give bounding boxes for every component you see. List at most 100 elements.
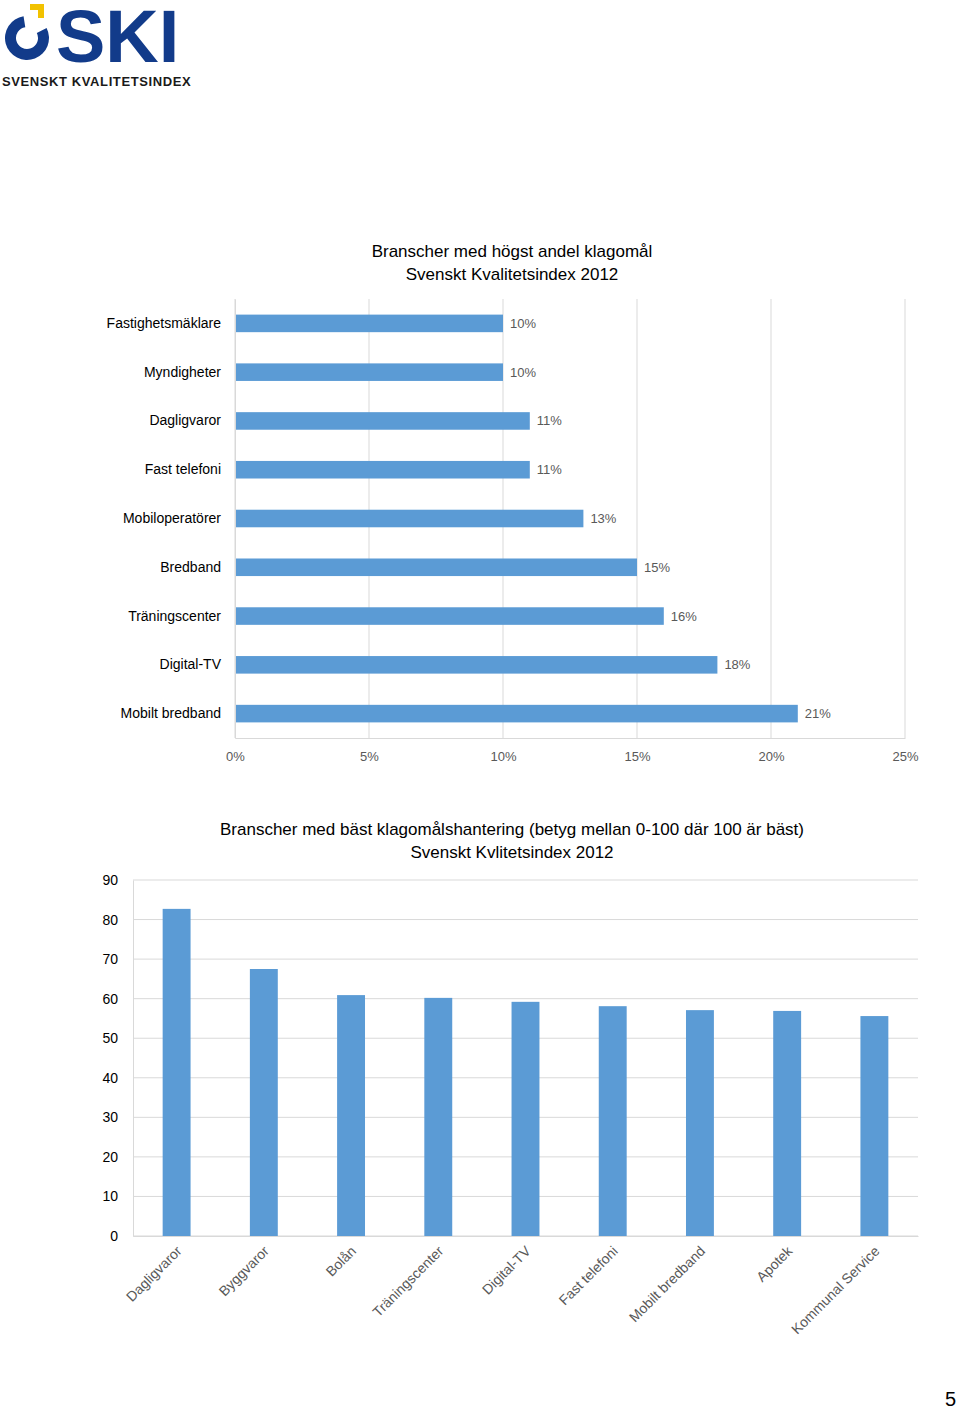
x-axis: 0%5%10%15%20%25% [226, 738, 919, 764]
tick: Dagligvaror [149, 412, 221, 428]
bar [235, 705, 798, 723]
category-label: Digital-TV [160, 656, 222, 672]
bar [235, 461, 530, 479]
chart: Branscher med bäst klagomålshantering (b… [102, 820, 918, 1337]
grid-line [771, 299, 772, 738]
chart-subtitle: Svenskt Kvalitetsindex 2012 [406, 265, 619, 284]
page-number: 5 [945, 1388, 956, 1410]
chart-title: Branscher med bäst klagomålshantering (b… [220, 820, 804, 839]
bars [235, 315, 798, 723]
axis-line [236, 738, 906, 739]
tick: 90 [102, 872, 133, 888]
grid-line [905, 299, 906, 738]
category-label: Mobiloperatörer [123, 510, 221, 526]
grid [235, 299, 905, 738]
bars [163, 909, 889, 1236]
data-label: 21% [805, 706, 831, 721]
grid-line [133, 880, 918, 881]
logo-tagline: SVENSKT KVALITETSINDEX [2, 74, 191, 89]
tick-label: 90 [102, 872, 118, 888]
bar [337, 995, 365, 1236]
bar [250, 969, 278, 1236]
category-label: Träningscenter [369, 1243, 446, 1320]
data-label: 11% [537, 413, 562, 428]
bar [235, 412, 530, 430]
category-label: Bolån [323, 1243, 360, 1280]
category-label: Fast telefoni [145, 461, 221, 477]
category-label: Byggvaror [216, 1243, 273, 1300]
tick: Bredband [160, 559, 221, 575]
chart: Branscher med högst andel klagomålSvensk… [107, 242, 919, 764]
tick: 0% [226, 738, 245, 764]
tick-label: 20% [758, 749, 784, 764]
bar [235, 510, 583, 528]
axis-line [235, 300, 236, 739]
category-label: Apotek [753, 1242, 796, 1285]
tick-label: 0% [226, 749, 245, 764]
tick: Fastighetsmäklare [107, 315, 222, 331]
category-label: Myndigheter [144, 364, 221, 380]
tick-label: 70 [102, 951, 118, 967]
category-label: Mobilt bredband [121, 705, 221, 721]
tick-label: 50 [102, 1030, 118, 1046]
bar [235, 363, 503, 381]
bar [860, 1016, 888, 1236]
data-labels: 10%10%11%11%13%15%16%18%21% [510, 316, 831, 721]
data-label: 18% [724, 657, 750, 672]
tick: 5% [360, 738, 379, 764]
tick: Byggvaror [216, 1243, 273, 1300]
data-label: 10% [510, 316, 536, 331]
tick: Kommunal Service [788, 1243, 883, 1338]
tick: Digital-TV [160, 656, 222, 672]
tick-label: 0 [110, 1228, 118, 1244]
tick: Mobilt bredband [121, 705, 221, 721]
tick-label: 30 [102, 1109, 118, 1125]
logo-text: SKI [56, 0, 179, 78]
tick: Träningscenter [128, 608, 221, 624]
data-label: 11% [537, 462, 562, 477]
y-axis: Fastighetsmäklare Myndigheter Dagligvaror F… [107, 300, 236, 739]
tick-label: 20 [102, 1149, 118, 1165]
y-axis: 0102030405060708090 [102, 872, 133, 1244]
tick-label: 15% [624, 749, 650, 764]
bar [235, 315, 503, 333]
tick: Myndigheter [144, 364, 221, 380]
bar [424, 998, 452, 1236]
grid [133, 880, 918, 1236]
tick-label: 80 [102, 912, 118, 928]
category-label: Mobilt bredband [626, 1243, 708, 1325]
tick-label: 10 [102, 1188, 118, 1204]
tick: 10 [102, 1188, 133, 1204]
x-axis: DagligvarorByggvarorBolånTräningscenterD… [123, 1237, 919, 1338]
tick-label: 5% [360, 749, 379, 764]
bar [235, 607, 664, 625]
tick: 40 [102, 1070, 133, 1086]
tick: 80 [102, 912, 133, 928]
tick: 10% [490, 738, 516, 764]
logo: SKISVENSKT KVALITETSINDEX [2, 0, 191, 89]
category-label: Fast telefoni [556, 1243, 621, 1308]
tick: Fast telefoni [556, 1243, 621, 1308]
axis-line [133, 881, 134, 1237]
data-label: 13% [590, 511, 616, 526]
tick: Träningscenter [369, 1243, 446, 1320]
tick: Mobiloperatörer [123, 510, 221, 526]
tick-label: 40 [102, 1070, 118, 1086]
category-label: Kommunal Service [788, 1243, 883, 1338]
logo-accent [30, 4, 44, 18]
tick: Bolån [323, 1243, 360, 1280]
category-label: Digital-TV [479, 1242, 534, 1297]
category-label: Dagligvaror [149, 412, 221, 428]
chart-subtitle: Svenskt Kvlitetsindex 2012 [410, 843, 613, 862]
tick: Mobilt bredband [626, 1243, 708, 1325]
bar [163, 909, 191, 1236]
tick: 0 [110, 1228, 133, 1244]
bar [773, 1011, 801, 1236]
tick: 30 [102, 1109, 133, 1125]
tick: Fast telefoni [145, 461, 221, 477]
grid-line [133, 919, 918, 920]
category-label: Träningscenter [128, 608, 221, 624]
tick: 20% [758, 738, 784, 764]
bar [599, 1006, 627, 1236]
data-label: 15% [644, 560, 670, 575]
